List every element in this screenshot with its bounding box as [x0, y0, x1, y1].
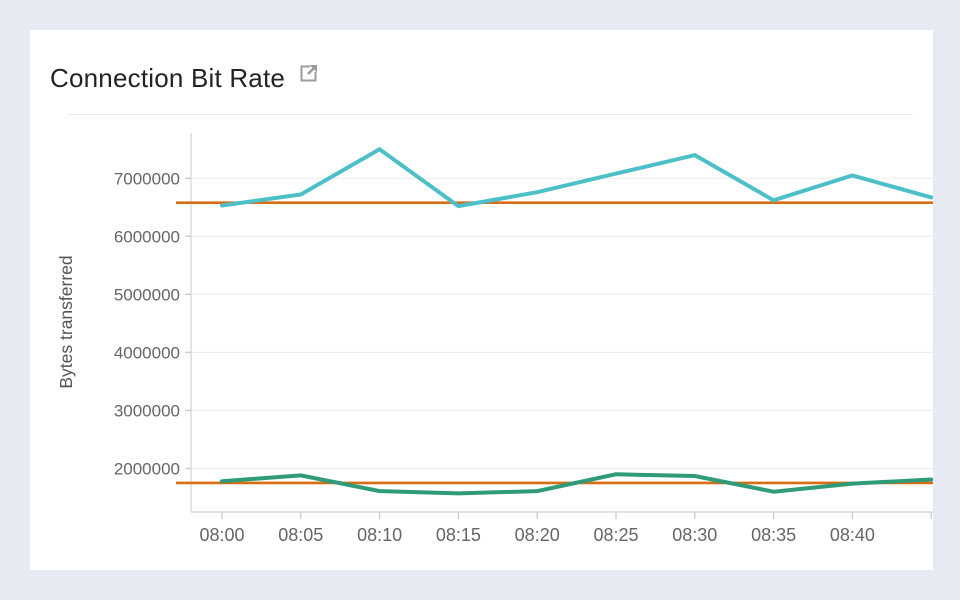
card-header: Connection Bit Rate — [30, 30, 933, 116]
y-tick-label: 3000000 — [114, 401, 180, 420]
data-line-series_2 — [220, 472, 933, 496]
x-tick-label: 08:15 — [436, 525, 481, 545]
page-title: Connection Bit Rate — [50, 63, 286, 94]
chart-area: 2000000 3000000 4000000 5000000 6000000 70000… — [30, 30, 933, 570]
y-axis-title: Bytes transferred — [56, 255, 76, 388]
x-tick-label: 08:20 — [515, 525, 560, 545]
bitrate-chart: 2000000 3000000 4000000 5000000 6000000 70000… — [56, 133, 933, 545]
x-tick-label: 08:25 — [593, 525, 638, 545]
external-link-icon[interactable] — [297, 62, 320, 85]
header-divider — [68, 114, 913, 116]
chart-card: 2000000 3000000 4000000 5000000 6000000 70000… — [30, 30, 933, 570]
y-tick-label: 5000000 — [114, 285, 180, 304]
x-tick-label: 08:00 — [199, 525, 244, 545]
y-tick-label: 6000000 — [114, 227, 180, 246]
x-tick-label: 08:30 — [672, 525, 717, 545]
data-line-series_1 — [220, 146, 933, 209]
x-tick-label: 08:05 — [278, 525, 323, 545]
x-tick-label: 08:10 — [357, 525, 402, 545]
x-tick-label: 08:40 — [830, 525, 875, 545]
y-tick-label: 4000000 — [114, 343, 180, 362]
external-link-icon-svg — [300, 65, 318, 82]
y-tick-label: 7000000 — [114, 169, 180, 188]
x-tick-label: 08:35 — [751, 525, 796, 545]
y-tick-label: 2000000 — [114, 459, 180, 478]
